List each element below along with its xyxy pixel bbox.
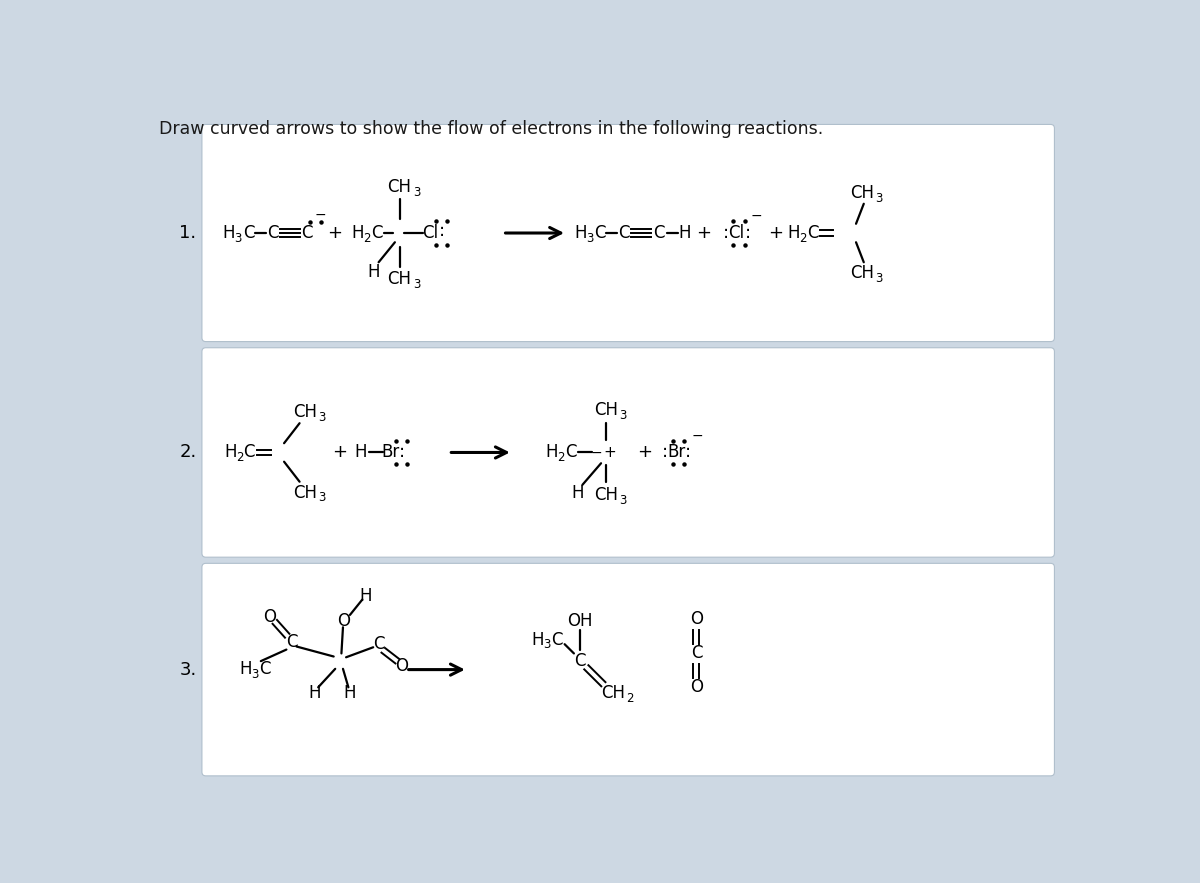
Text: Draw curved arrows to show the flow of electrons in the following reactions.: Draw curved arrows to show the flow of e…: [160, 120, 823, 138]
Text: C: C: [653, 224, 664, 242]
Text: CH: CH: [851, 184, 875, 202]
Text: 1.: 1.: [180, 224, 197, 242]
Text: Br: Br: [382, 443, 400, 462]
Text: C: C: [301, 224, 313, 242]
Text: CH: CH: [293, 484, 317, 502]
Text: H: H: [352, 224, 364, 242]
Text: 3: 3: [544, 638, 551, 652]
Text: H: H: [224, 443, 236, 462]
Text: H: H: [359, 587, 372, 606]
FancyBboxPatch shape: [202, 125, 1055, 342]
Text: −: −: [314, 208, 326, 222]
Text: 2: 2: [557, 451, 564, 464]
Text: 2.: 2.: [180, 443, 197, 462]
Text: H: H: [545, 443, 558, 462]
Text: 3: 3: [413, 185, 420, 199]
Text: O: O: [690, 678, 703, 697]
Text: O: O: [337, 612, 350, 630]
Text: :: :: [744, 224, 750, 242]
Text: Cl: Cl: [728, 224, 745, 242]
Text: 2: 2: [236, 451, 244, 464]
Text: :: :: [685, 443, 691, 462]
FancyBboxPatch shape: [202, 348, 1055, 557]
Text: :: :: [398, 443, 404, 462]
Text: H: H: [239, 660, 252, 678]
Text: +: +: [604, 445, 616, 460]
Text: 3: 3: [619, 494, 626, 507]
Text: C: C: [691, 645, 702, 662]
Text: H: H: [571, 484, 584, 502]
Text: OH: OH: [568, 612, 593, 630]
Text: 3: 3: [413, 278, 420, 291]
FancyBboxPatch shape: [202, 563, 1055, 776]
Text: O: O: [690, 610, 703, 628]
Text: −: −: [590, 445, 602, 459]
Text: 2: 2: [364, 232, 371, 245]
Text: 3: 3: [876, 272, 883, 285]
Text: 3: 3: [251, 668, 258, 681]
Text: C: C: [551, 630, 563, 649]
Text: C: C: [575, 653, 586, 670]
Text: C: C: [373, 635, 384, 653]
Text: CH: CH: [851, 264, 875, 282]
Text: H: H: [787, 224, 799, 242]
Text: CH: CH: [388, 270, 412, 288]
Text: H: H: [574, 224, 587, 242]
Text: C: C: [594, 224, 605, 242]
Text: C: C: [286, 633, 298, 651]
Text: :: :: [439, 223, 445, 240]
Text: +: +: [768, 224, 782, 242]
Text: 2: 2: [799, 232, 806, 245]
Text: H: H: [354, 443, 367, 462]
Text: +: +: [637, 443, 652, 462]
Text: O: O: [395, 657, 408, 675]
Text: C: C: [244, 443, 254, 462]
Text: +: +: [332, 443, 347, 462]
Text: +: +: [697, 224, 712, 242]
Text: 3.: 3.: [180, 660, 197, 679]
Text: Br: Br: [667, 443, 685, 462]
Text: −: −: [751, 209, 763, 223]
Text: CH: CH: [594, 401, 618, 419]
Text: CH: CH: [594, 486, 618, 504]
Text: H: H: [678, 224, 691, 242]
Text: 3: 3: [235, 232, 242, 245]
Text: H: H: [367, 262, 379, 281]
Text: C: C: [259, 660, 270, 678]
Text: H: H: [223, 224, 235, 242]
Text: C: C: [565, 443, 576, 462]
Text: +: +: [326, 224, 342, 242]
Text: C: C: [618, 224, 629, 242]
Text: :: :: [722, 224, 728, 242]
Text: 3: 3: [619, 409, 626, 422]
Text: 3: 3: [876, 192, 883, 205]
Text: :: :: [662, 443, 668, 462]
Text: C: C: [266, 224, 278, 242]
Text: H: H: [308, 684, 322, 703]
Text: 3: 3: [318, 411, 325, 425]
Text: −: −: [691, 428, 703, 442]
Text: O: O: [264, 608, 277, 626]
Text: Cl: Cl: [422, 224, 439, 242]
Text: CH: CH: [293, 404, 317, 421]
Text: CH: CH: [601, 684, 625, 703]
Text: C: C: [242, 224, 254, 242]
Text: C: C: [806, 224, 818, 242]
Text: 2: 2: [626, 692, 634, 706]
Text: C: C: [371, 224, 383, 242]
Text: H: H: [532, 630, 544, 649]
Text: 3: 3: [586, 232, 593, 245]
Text: H: H: [343, 684, 355, 703]
Text: 3: 3: [318, 492, 325, 504]
Text: CH: CH: [388, 177, 412, 196]
